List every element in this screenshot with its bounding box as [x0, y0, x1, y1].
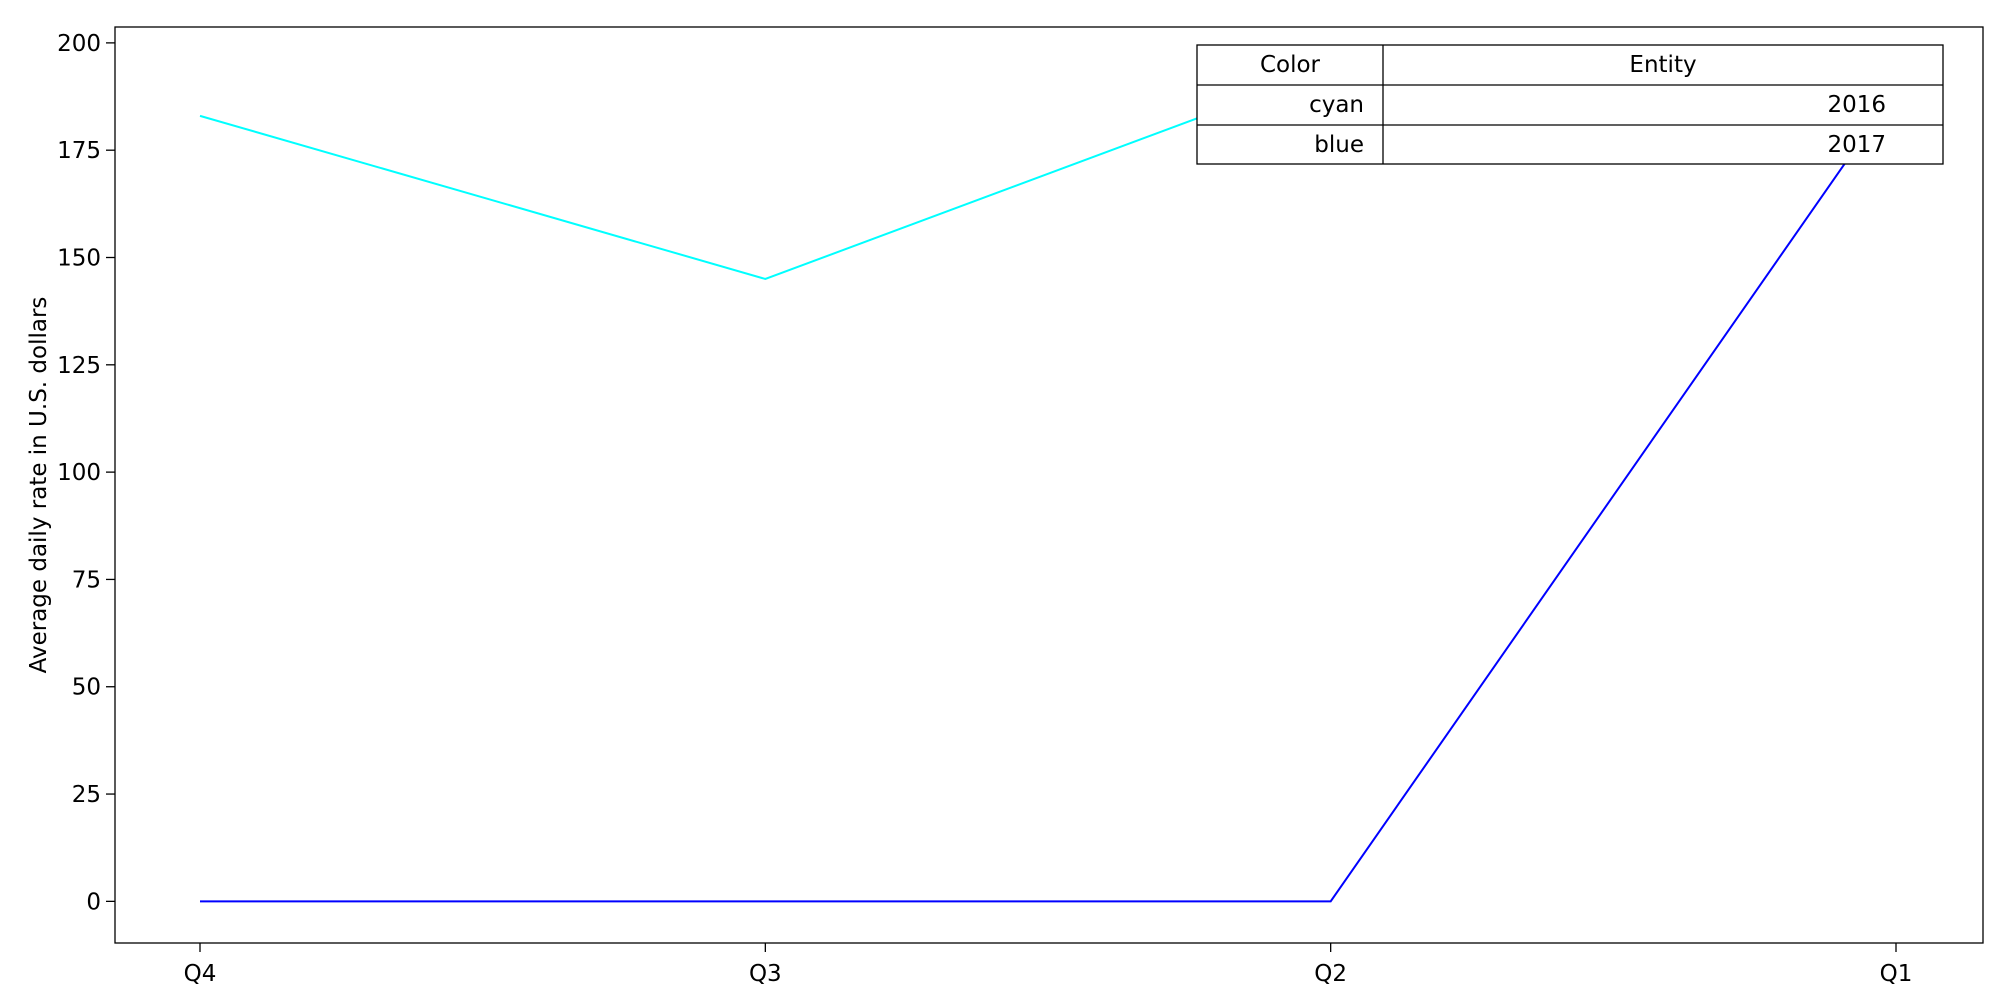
y-tick-label: 150 — [57, 246, 101, 272]
x-tick-label: Q3 — [749, 961, 782, 987]
y-tick-label: 0 — [86, 889, 101, 915]
y-tick-label: 25 — [72, 782, 101, 808]
y-axis: 0 25 50 75 100 125 150 175 200 — [57, 31, 115, 915]
series-line-2017 — [200, 89, 1897, 903]
legend-table: Color Entity cyan 2016 blue 2017 — [1196, 44, 1944, 165]
x-tick-label: Q4 — [184, 961, 217, 987]
x-tick-label: Q1 — [1880, 961, 1913, 987]
y-tick-label: 175 — [57, 138, 101, 164]
y-tick-label: 50 — [72, 675, 101, 701]
y-tick-label: 125 — [57, 353, 101, 379]
y-tick-label: 100 — [57, 460, 101, 486]
legend-row-entity: 2016 — [1827, 92, 1886, 118]
legend-row-entity: 2017 — [1827, 132, 1886, 158]
x-tick-label: Q2 — [1314, 961, 1347, 987]
y-tick-label: 75 — [72, 567, 101, 593]
legend-header-color: Color — [1260, 52, 1321, 78]
x-axis: Q4 Q3 Q2 Q1 — [184, 943, 1913, 987]
plot-area — [114, 26, 1984, 944]
legend-row-color: blue — [1314, 132, 1364, 158]
legend-row-color: cyan — [1309, 92, 1364, 118]
legend-header-entity: Entity — [1629, 52, 1696, 78]
y-tick-label: 200 — [57, 31, 101, 57]
y-axis-label: Average daily rate in U.S. dollars — [26, 297, 52, 674]
